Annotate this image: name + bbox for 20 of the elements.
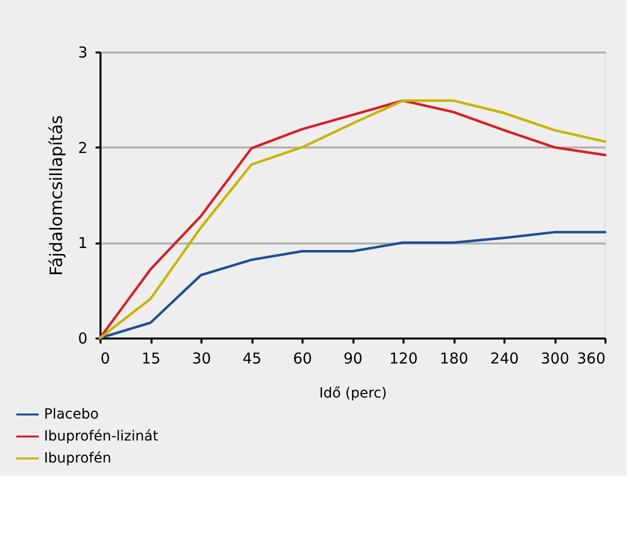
x-tick-label: 360 [576,350,606,368]
x-axis-title: Idő (perc) [319,386,387,402]
x-tick-label: 300 [540,350,570,368]
x-tick-label: 90 [343,350,363,368]
x-tick-label: 180 [440,350,468,368]
y-tick-label: 1 [78,234,88,252]
legend-label: Ibuprofén [44,450,112,466]
x-tick-label: 120 [389,350,418,368]
x-tick-label: 60 [292,350,312,368]
x-tick-label: 0 [100,350,110,368]
x-tick-label: 240 [490,350,519,368]
y-axis-title: Fájdalomcsillapítás [46,115,67,276]
legend-label: Placebo [44,406,99,422]
legend-label: Ibuprofén-lizinát [44,428,159,444]
x-tick-label: 45 [242,350,262,368]
y-tick-label: 2 [78,138,88,157]
x-tick-label: 30 [192,350,212,368]
x-tick-label: 15 [141,350,161,368]
y-tick-label: 0 [78,330,88,348]
y-tick-label: 3 [78,44,88,62]
